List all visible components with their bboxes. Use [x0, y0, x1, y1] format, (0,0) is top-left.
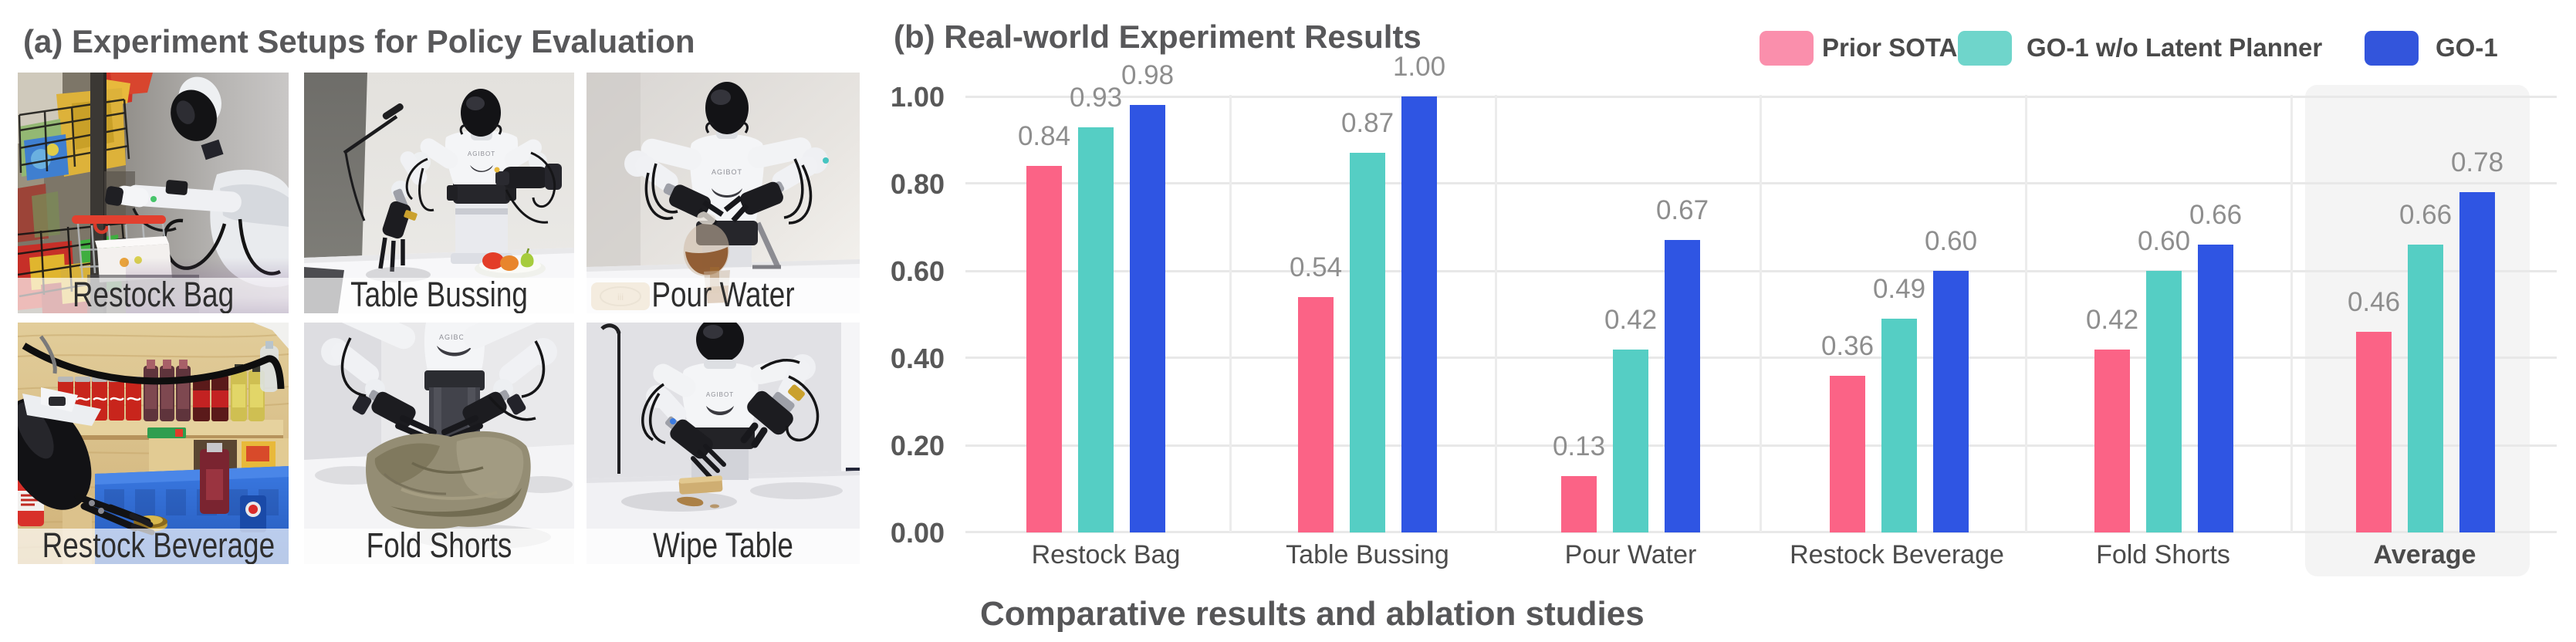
svg-text:AGIBOT: AGIBOT: [712, 168, 742, 176]
svg-text:AGIBOT: AGIBOT: [468, 150, 495, 157]
svg-text:AGIBOT: AGIBOT: [439, 333, 470, 341]
svg-text:AGIBOT: AGIBOT: [706, 391, 734, 398]
